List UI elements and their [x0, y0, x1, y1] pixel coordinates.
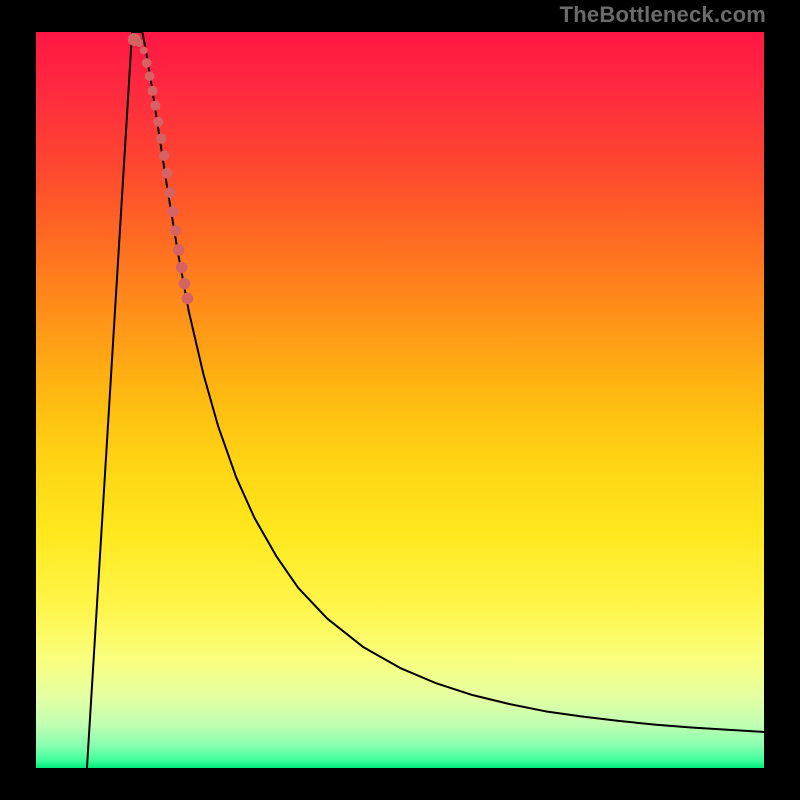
marker-dot	[179, 278, 191, 290]
marker-dot	[140, 46, 148, 54]
chart-frame: TheBottleneck.com	[0, 0, 800, 800]
marker-dot	[145, 71, 155, 81]
watermark-text: TheBottleneck.com	[560, 2, 766, 28]
marker-dot	[153, 117, 163, 127]
marker-dot	[147, 86, 157, 96]
marker-dot	[167, 206, 178, 217]
marker-dot	[176, 262, 188, 274]
marker-dot	[150, 101, 160, 111]
marker-dot	[156, 134, 166, 144]
chart-svg	[36, 32, 764, 768]
marker-dot	[159, 150, 169, 160]
marker-dot	[182, 293, 194, 305]
marker-dot	[165, 187, 176, 198]
marker-dot	[135, 39, 143, 47]
marker-dot	[142, 58, 152, 68]
gradient-background	[36, 32, 764, 768]
marker-dot	[162, 168, 173, 179]
marker-dot	[173, 244, 185, 256]
plot-area	[36, 32, 764, 768]
marker-dot	[170, 225, 181, 236]
